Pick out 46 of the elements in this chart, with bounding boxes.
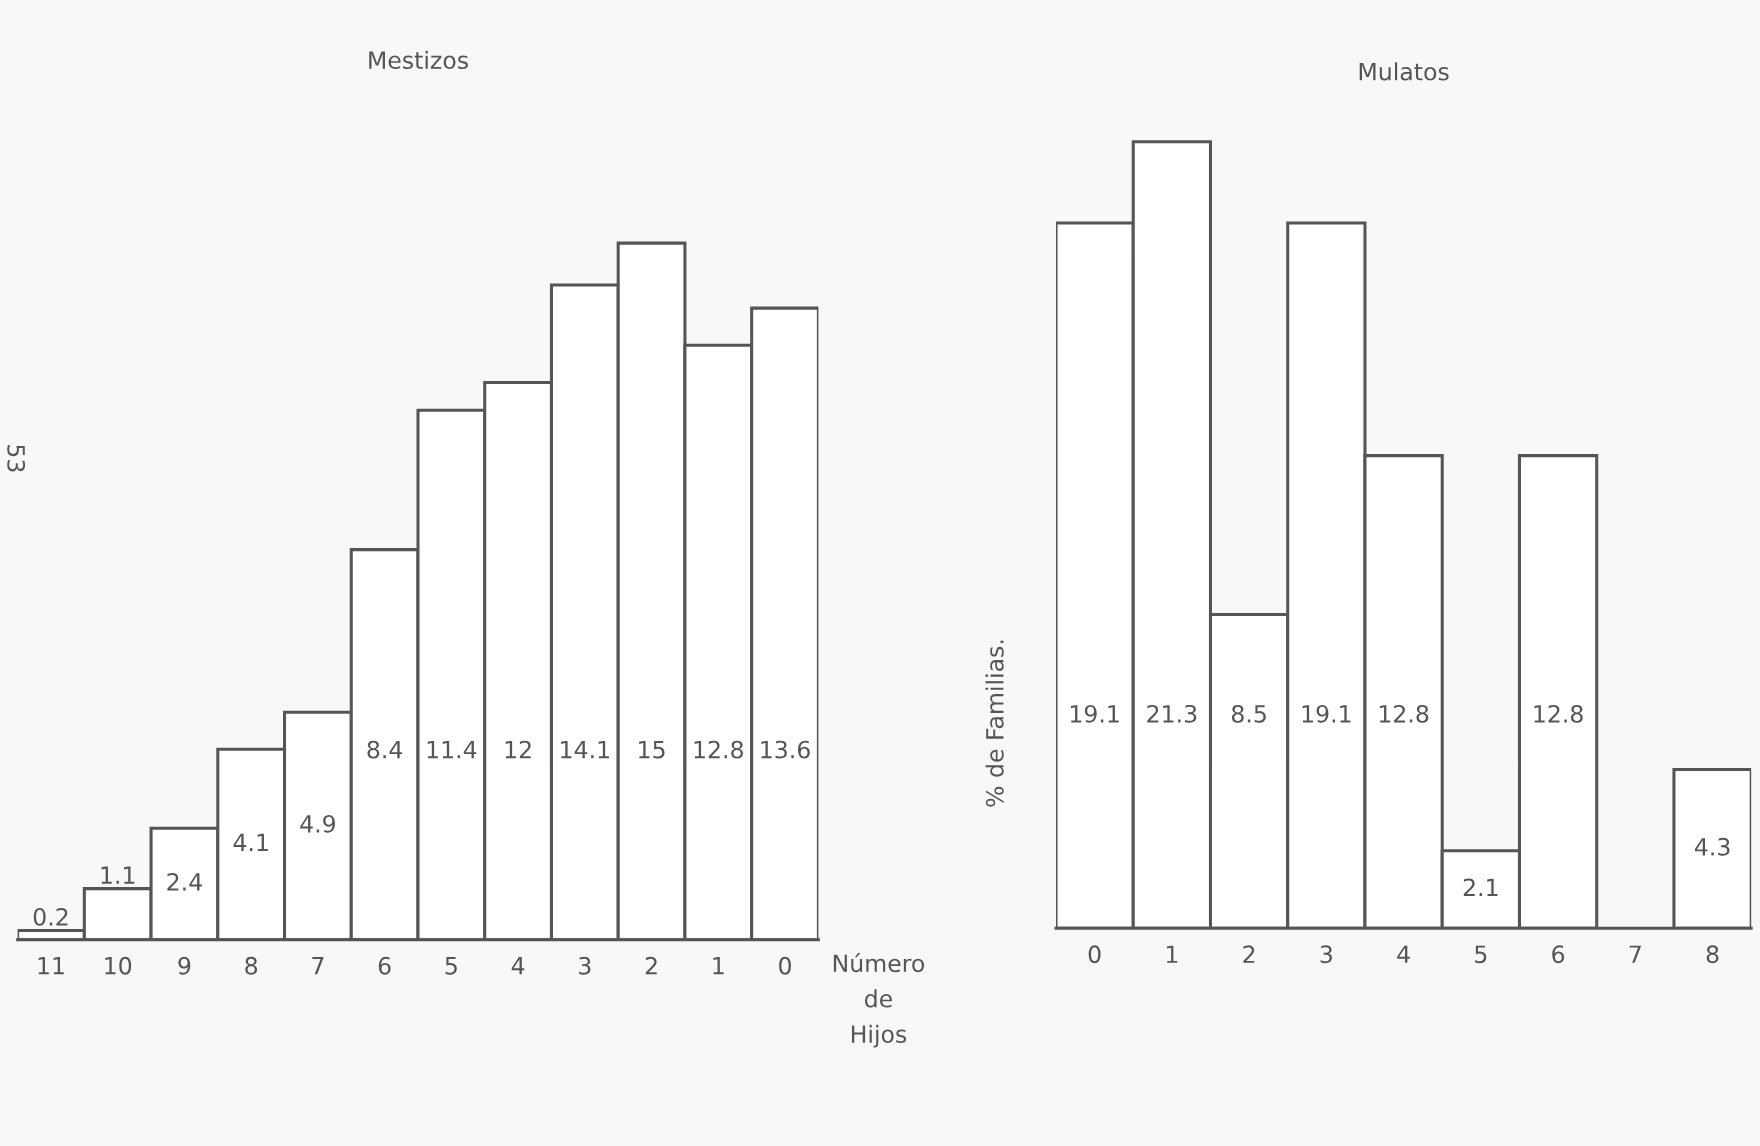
data-label: 12 xyxy=(505,740,531,759)
data-label: 2.4 xyxy=(167,872,202,891)
data-label: 8.4 xyxy=(367,740,403,759)
x-tick-label: 0 xyxy=(779,956,791,975)
x-tick-label: 8 xyxy=(245,956,258,975)
data-label: 13.6 xyxy=(761,740,810,759)
x-tick-label: 6 xyxy=(378,956,391,975)
x-axis-title: Número de Hijos xyxy=(833,952,925,1048)
x-tick-label: 3 xyxy=(579,956,591,975)
chart-title: Mestizos xyxy=(369,50,468,70)
x-tick-label: 5 xyxy=(1475,945,1487,964)
x-tick-label: 2 xyxy=(645,956,657,975)
data-label: 1.1 xyxy=(101,866,135,884)
x-tick-label: 8 xyxy=(1706,945,1719,964)
x-tick-label: 3 xyxy=(1320,945,1332,964)
x-tick-label: 1 xyxy=(1166,945,1178,963)
x-tick-label: 4 xyxy=(511,957,525,975)
x-tick-label: 5 xyxy=(445,957,457,975)
data-label: 15 xyxy=(639,740,665,759)
data-label: 4.3 xyxy=(1694,837,1730,856)
data-label: 4.9 xyxy=(300,814,336,833)
chart-title: Mulatos xyxy=(1359,62,1449,81)
data-label: 19.1 xyxy=(1070,704,1119,723)
annotation: 53 xyxy=(7,445,26,472)
y-axis-title: % de Familias. xyxy=(985,640,1004,807)
x-tick-label: 9 xyxy=(178,956,191,975)
data-label: 21.3 xyxy=(1147,704,1197,723)
data-label: 12.8 xyxy=(1534,704,1583,723)
data-label: 12.8 xyxy=(694,740,743,759)
data-label: 0.2 xyxy=(33,908,68,926)
x-tick-label: 7 xyxy=(312,957,324,975)
data-label: 19.1 xyxy=(1302,704,1351,723)
x-tick-label: 10 xyxy=(105,956,132,975)
x-tick-label: 11 xyxy=(38,957,64,975)
data-label: 11.4 xyxy=(427,740,477,759)
data-label: 4.1 xyxy=(233,833,268,852)
x-tick-label: 1 xyxy=(713,957,724,975)
x-tick-label: 4 xyxy=(1397,945,1410,963)
data-label: 12.8 xyxy=(1379,704,1429,723)
data-label: 14.1 xyxy=(561,740,609,759)
data-label: 2.1 xyxy=(1463,878,1498,897)
x-tick-label: 2 xyxy=(1243,945,1255,963)
x-tick-label: 6 xyxy=(1552,945,1565,964)
x-tick-label: 0 xyxy=(1088,945,1101,964)
x-tick-label: 7 xyxy=(1629,945,1641,963)
data-label: 8.5 xyxy=(1231,704,1266,723)
